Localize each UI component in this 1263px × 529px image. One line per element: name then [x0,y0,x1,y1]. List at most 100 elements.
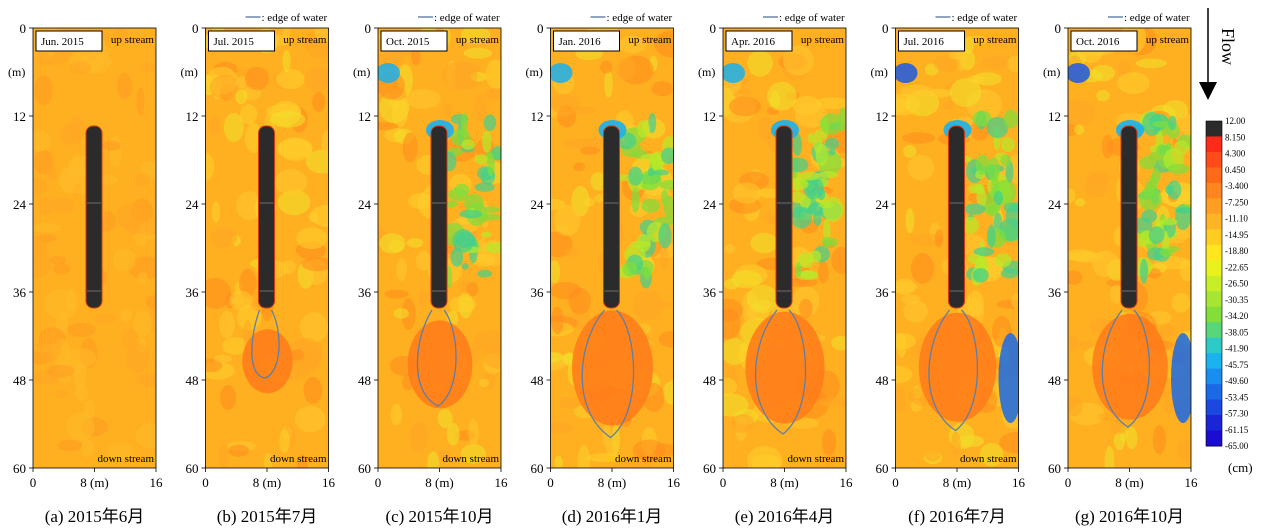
upstream-label: up stream [283,34,327,46]
panel-caption: (a) 2015年6月 [45,507,145,526]
texture-blob [822,196,844,222]
texture-blob [993,213,1003,232]
colorbar-tick-label: -22.65 [1225,262,1249,272]
texture-blob [831,335,846,351]
deposit-zone [242,329,293,394]
texture-blob [460,444,486,464]
texture-blob [483,114,497,131]
y-tick-label: 24 [186,197,200,212]
texture-blob [463,47,492,59]
y-tick-label: 12 [876,109,889,124]
date-label: Oct. 2016 [1076,36,1120,48]
x-tick-label: 8 (m) [253,475,282,490]
texture-blob [910,253,935,284]
texture-blob [661,147,674,165]
texture-blob [654,30,674,58]
texture-blob [1104,446,1115,468]
texture-blob [33,236,47,258]
texture-blob [49,255,67,265]
y-tick-label: 60 [531,461,544,476]
heatmap-area [33,28,156,468]
y-axis-unit: (m) [526,65,543,79]
texture-blob [442,61,478,91]
colorbar-tick-label: -41.90 [1225,344,1249,354]
texture-blob [828,148,836,156]
upstream-label: up stream [456,34,500,46]
texture-blob [296,227,328,250]
texture-blob [1167,163,1190,175]
colorbar-segment [1206,430,1222,447]
colorbar-tick-label: 0.450 [1225,165,1246,175]
colorbar-tick-label: -49.60 [1225,376,1249,386]
texture-blob [427,451,440,468]
texture-blob [577,445,591,468]
heatmap-area [378,28,501,468]
pier-structure [85,125,103,309]
flow-arrow-head [1199,82,1217,100]
y-axis-unit: (m) [1043,65,1060,79]
deposit-zone [407,320,473,409]
date-label: Jul. 2016 [904,36,945,48]
colorbar-tick-label: -26.50 [1225,279,1249,289]
upstream-label: up stream [628,34,672,46]
panel-5: Jul. 2016 up stream down stream: edge of w… [871,12,1026,526]
water-edge-line [416,309,457,407]
colorbar-segment [1206,322,1222,339]
texture-blob [136,422,156,449]
colorbar-segment [1206,275,1222,292]
texture-blob [228,444,250,457]
texture-blob [795,262,802,277]
texture-blob [38,197,54,215]
texture-blob [312,91,326,112]
date-box: Jul. 2015 [208,30,275,52]
texture-blob [637,120,651,138]
texture-blob [208,115,221,136]
downstream-label: down stream [960,453,1017,465]
texture-blob [550,351,563,363]
texture-blob [807,133,815,144]
texture-blob [972,110,992,127]
texture-blob [803,176,824,200]
texture-blob [80,439,95,458]
texture-blob [321,131,329,158]
y-tick-label: 24 [13,197,27,212]
texture-blob [464,193,484,213]
texture-blob [979,443,1004,467]
colorbar-tick-label: -61.15 [1225,425,1249,435]
texture-blob [113,248,136,272]
texture-blob [599,60,613,74]
date-box: Oct. 2015 [380,30,448,52]
texture-blob [276,69,305,90]
x-tick-label: 0 [720,475,727,490]
texture-blob [112,28,128,40]
texture-blob [46,364,75,378]
texture-blob [279,429,290,453]
texture-blob [1092,250,1119,278]
deep-zone [1068,63,1090,83]
texture-blob [406,238,424,248]
texture-blob [1151,167,1161,184]
colorbar-tick-label: -7.250 [1225,197,1249,207]
texture-blob [728,96,762,117]
panels-group: Jun. 2015 up stream down stream 0 12 24 36 48 60… [8,12,1198,526]
colorbar: 12.00 8.150 4.300 0.450 -3.400 -7.250 -11.10 -1… [1205,116,1249,451]
texture-blob [244,66,270,91]
colorbar-tick-label: 12.00 [1225,116,1246,126]
texture-blob [461,262,469,270]
texture-blob [66,412,95,442]
x-tick-label: 8 (m) [425,475,454,490]
upstream-label: up stream [111,34,155,46]
texture-blob [756,116,775,141]
texture-blob [484,242,501,254]
texture-blob [1163,386,1174,415]
texture-blob [211,201,221,224]
texture-blob [239,104,258,125]
texture-blob [550,260,561,284]
deposit-zone [1092,313,1168,420]
texture-blob [213,354,232,363]
texture-blob [632,290,664,321]
texture-blob [658,223,672,249]
y-axis-unit: (m) [181,65,198,79]
pier-structure [258,125,275,309]
y-tick-label: 48 [186,373,199,388]
